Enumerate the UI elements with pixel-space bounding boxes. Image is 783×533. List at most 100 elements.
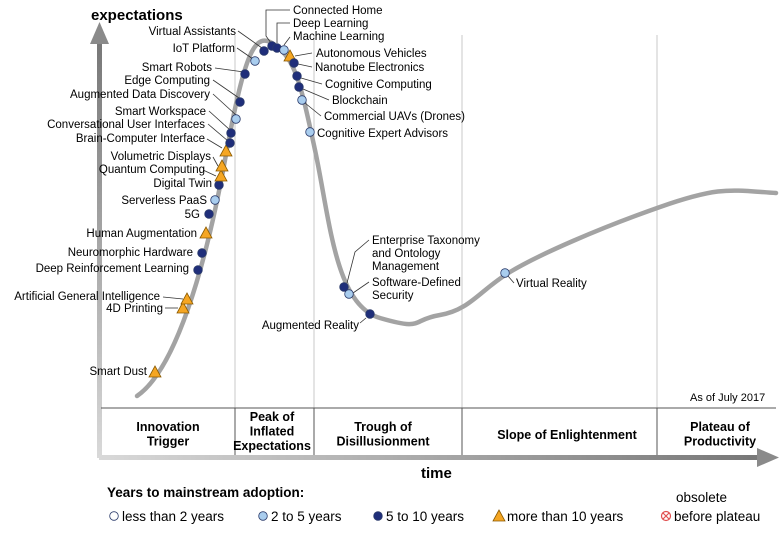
label-smart-robots: Smart Robots: [142, 62, 213, 74]
marker-conversational-user-interfaces: [225, 138, 235, 148]
leader-edge-computing: [212, 79, 240, 99]
marker-quantum-computing: [214, 169, 228, 182]
label-virtual-assistants: Virtual Assistants: [149, 26, 237, 38]
leader-quantum-computing: [202, 169, 217, 177]
label-artificial-general-intelligence: Artificial General Intelligence: [14, 291, 160, 303]
phase-dividers: [234, 35, 658, 408]
label-augmented-reality: Augmented Reality: [262, 320, 359, 332]
x-axis: [99, 448, 779, 467]
label-cognitive-expert-advisors: Cognitive Expert Advisors: [317, 128, 448, 140]
leader-blockchain: [302, 88, 330, 101]
marker-iot-platform: [250, 56, 260, 66]
label-software-defined-security: Software-Defined Security: [372, 277, 461, 302]
phase-band: [101, 407, 776, 455]
label-quantum-computing: Quantum Computing: [99, 164, 205, 176]
label-5g: 5G: [185, 209, 200, 221]
leader-cognitive-computing: [300, 77, 323, 85]
marker-4d-printing: [176, 301, 190, 314]
marker-edge-computing: [235, 97, 245, 107]
obsolete-x-icon: [662, 512, 670, 520]
legend-label-gt10: more than 10 years: [507, 509, 624, 524]
marker-smart-robots: [240, 69, 250, 79]
label-smart-dust: Smart Dust: [89, 366, 147, 378]
label-blockchain: Blockchain: [332, 95, 388, 107]
as-of-date: As of July 2017: [690, 392, 765, 404]
marker-machine-learning: [279, 45, 289, 55]
label-deep-reinforcement-learning: Deep Reinforcement Learning: [36, 263, 189, 275]
leader-nanotube-electronics: [297, 63, 313, 68]
y-axis-title: expectations: [91, 7, 183, 24]
legend-label-lt2: less than 2 years: [122, 509, 224, 524]
leader-virtual-assistants: [237, 30, 263, 49]
legend-label-5to10: 5 to 10 years: [386, 509, 464, 524]
marker-smart-workspace: [226, 128, 236, 138]
label-smart-workspace: Smart Workspace: [115, 106, 206, 118]
leader-virtual-reality: [507, 275, 515, 284]
leader-brain-computer-interface: [206, 138, 223, 149]
phase-label-trough: Trough of Disillusionment: [336, 420, 430, 449]
marker-commercial-uavs-drones: [297, 95, 307, 105]
label-cognitive-computing: Cognitive Computing: [325, 79, 432, 91]
leader-commercial-uavs-drones: [304, 102, 322, 117]
marker-digital-twin: [214, 180, 224, 190]
y-axis: [90, 22, 109, 458]
phase-label-innovation-trigger: Innovation Trigger: [136, 420, 199, 449]
legend-obsolete-line2: before plateau: [674, 509, 760, 524]
x-axis-title: time: [421, 465, 452, 482]
marker-cognitive-computing: [292, 71, 302, 81]
marker-augmented-data-discovery: [231, 114, 241, 124]
label-enterprise-taxonomy-and-ontology-management: Enterprise Taxonomy and Ontology Managemen…: [372, 235, 480, 273]
leader-machine-learning: [283, 36, 291, 46]
leader-artificial-general-intelligence: [162, 296, 184, 300]
legend-obsolete-line1: obsolete: [676, 490, 727, 505]
leader-smart-robots: [214, 67, 245, 73]
marker-artificial-general-intelligence: [180, 292, 194, 305]
marker-nanotube-electronics: [289, 58, 299, 68]
marker-deep-reinforcement-learning: [193, 265, 203, 275]
marker-blockchain: [294, 82, 304, 92]
label-brain-computer-interface: Brain-Computer Interface: [76, 133, 205, 145]
technology-markers: [148, 41, 510, 378]
leader-enterprise-taxonomy-and-ontology-management: [346, 239, 370, 284]
marker-neuromorphic-hardware: [197, 248, 207, 258]
leader-augmented-reality: [359, 317, 367, 324]
legend: Years to mainstream adoption: less than …: [107, 485, 760, 524]
leader-volumetric-displays: [212, 156, 219, 167]
marker-augmented-reality: [365, 309, 375, 319]
leader-lines: [162, 9, 515, 324]
leader-iot-platform: [236, 47, 254, 60]
label-digital-twin: Digital Twin: [153, 178, 212, 190]
marker-software-defined-security: [344, 289, 354, 299]
legend-label-2to5: 2 to 5 years: [271, 509, 342, 524]
leader-smart-workspace: [208, 110, 231, 131]
marker-volumetric-displays: [215, 159, 229, 172]
leader-augmented-data-discovery: [212, 93, 237, 116]
marker-enterprise-taxonomy-and-ontology-management: [339, 282, 349, 292]
phase-label-plateau: Plateau of Productivity: [684, 420, 756, 449]
label-virtual-reality: Virtual Reality: [516, 278, 587, 290]
label-commercial-uavs-drones: Commercial UAVs (Drones): [324, 111, 465, 123]
label-nanotube-electronics: Nanotube Electronics: [315, 62, 425, 74]
leader-connected-home: [265, 9, 290, 44]
label-iot-platform: IoT Platform: [173, 43, 235, 55]
label-neuromorphic-hardware: Neuromorphic Hardware: [68, 247, 193, 259]
label-connected-home: Connected Home: [293, 5, 383, 17]
marker-smart-dust: [148, 365, 162, 378]
marker-serverless-paas: [210, 195, 220, 205]
label-4d-printing: 4D Printing: [106, 303, 163, 315]
label-edge-computing: Edge Computing: [124, 75, 210, 87]
marker-virtual-assistants: [259, 46, 269, 56]
label-serverless-paas: Serverless PaaS: [121, 195, 207, 207]
marker-cognitive-expert-advisors: [305, 127, 315, 137]
phase-label-slope: Slope of Enlightenment: [497, 428, 637, 442]
marker-human-augmentation: [199, 226, 213, 239]
phase-label-peak: Peak of Inflated Expectations: [233, 410, 311, 453]
legend-title: Years to mainstream adoption:: [107, 485, 304, 500]
leader-deep-learning: [276, 22, 290, 43]
marker-5g: [204, 209, 214, 219]
label-augmented-data-discovery: Augmented Data Discovery: [70, 89, 210, 101]
leader-software-defined-security: [352, 281, 370, 294]
legend-marker-gt10: [492, 509, 506, 522]
